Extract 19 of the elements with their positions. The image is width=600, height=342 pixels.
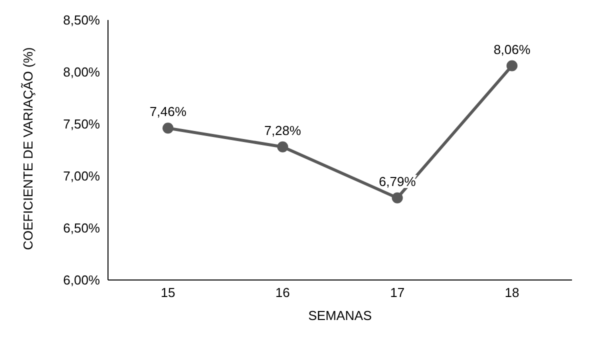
point [392,192,403,204]
y-tick-label: 6,00% [63,272,100,288]
y-tick-label: 8,00% [63,64,100,80]
x-tick-label: 15 [160,285,176,300]
x-tick-label: 17 [390,285,405,300]
y-axis-title: COEFICIENTE DE VARIAÇÃO (%) [20,47,36,250]
point [506,60,518,72]
data-label: 7,46% [150,104,187,120]
point [277,141,288,152]
y-tick-label: 8,50% [63,12,100,28]
data-label: 8,06% [494,42,531,57]
point [162,122,174,134]
y-tick-label: 7,00% [63,168,100,184]
y-tick-label: 7,50% [63,116,100,132]
x-tick-label: 18 [504,285,520,300]
data-label: 7,28% [264,122,302,138]
y-tick-label: 6,50% [63,220,100,236]
x-tick-label: 16 [275,285,290,300]
x-axis-title: SEMANAS [308,308,372,323]
